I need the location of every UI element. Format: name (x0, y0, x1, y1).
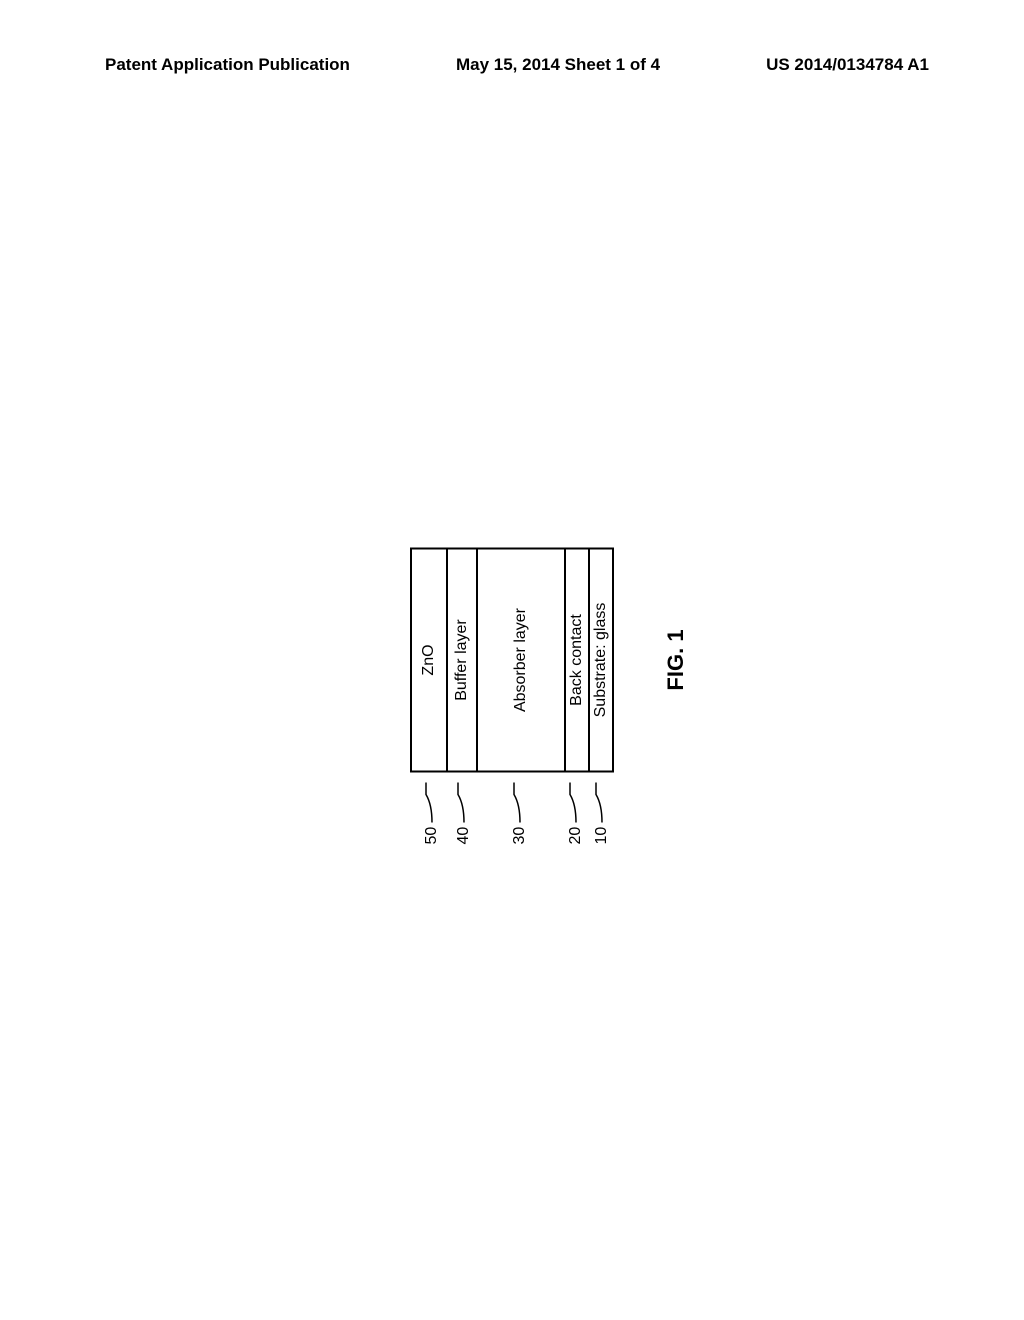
ref-num-30: 30 (511, 827, 529, 845)
figure-container: 50 40 30 20 (410, 548, 614, 773)
ref-num-20: 20 (567, 827, 585, 845)
layer-buffer: Buffer layer (448, 548, 478, 773)
ref-40: 40 (454, 781, 474, 845)
layer-label-substrate: Substrate: glass (592, 603, 610, 718)
header-left: Patent Application Publication (105, 55, 350, 75)
header-middle: May 15, 2014 Sheet 1 of 4 (456, 55, 660, 75)
layer-label-buffer: Buffer layer (453, 619, 471, 701)
layer-label-absorber: Absorber layer (512, 608, 530, 712)
lead-line-icon (422, 781, 442, 825)
layer-zno: ZnO (410, 548, 448, 773)
ref-50: 50 (422, 781, 442, 845)
reference-labels: 50 40 30 20 (410, 775, 614, 845)
patent-header: Patent Application Publication May 15, 2… (0, 55, 1024, 75)
lead-line-icon (566, 781, 586, 825)
ref-20: 20 (566, 781, 586, 845)
layer-label-back-contact: Back contact (568, 614, 586, 706)
ref-num-40: 40 (455, 827, 473, 845)
layer-label-zno: ZnO (420, 644, 438, 675)
ref-num-10: 10 (593, 827, 611, 845)
lead-line-icon (592, 781, 612, 825)
layer-absorber: Absorber layer (478, 548, 566, 773)
lead-line-icon (510, 781, 530, 825)
ref-30: 30 (510, 781, 530, 845)
layer-substrate: Substrate: glass (590, 548, 614, 773)
layer-stack: 50 40 30 20 (410, 548, 614, 773)
layer-back-contact: Back contact (566, 548, 590, 773)
lead-line-icon (454, 781, 474, 825)
figure-caption: FIG. 1 (663, 629, 689, 690)
ref-10: 10 (592, 781, 612, 845)
header-right: US 2014/0134784 A1 (766, 55, 929, 75)
ref-num-50: 50 (423, 827, 441, 845)
